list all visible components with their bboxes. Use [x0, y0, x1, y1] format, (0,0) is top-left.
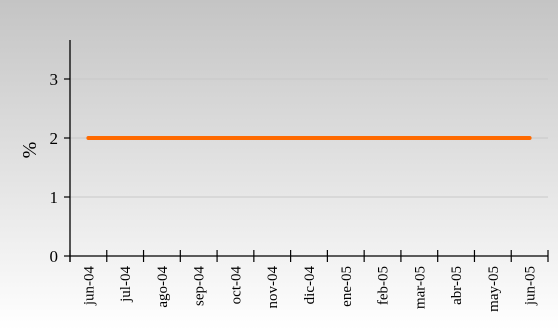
x-tick-label: jun-05	[523, 266, 539, 306]
data-point	[123, 136, 127, 140]
x-tick-label: feb-05	[376, 266, 392, 305]
data-point	[197, 136, 201, 140]
x-tick-label: oct-04	[228, 266, 244, 305]
x-tick-label: sep-04	[192, 266, 208, 306]
data-point	[380, 136, 385, 140]
y-tick-label: 2	[50, 129, 59, 148]
x-tick-label: jun-04	[81, 266, 97, 307]
data-point	[233, 136, 238, 140]
x-tick-label: ago-04	[155, 266, 171, 308]
data-point	[307, 136, 311, 140]
axes	[64, 40, 549, 262]
data-point	[86, 136, 90, 140]
x-tick-label: mar-05	[412, 266, 428, 309]
y-tick-label: 3	[50, 70, 59, 89]
y-axis-label: %	[19, 142, 41, 159]
data-point	[454, 136, 458, 140]
data-point	[491, 136, 495, 140]
data-point	[344, 136, 348, 140]
x-tick-label: abr-05	[449, 266, 465, 305]
data-point	[528, 136, 532, 140]
series-layer	[86, 136, 532, 140]
labels: 0 1 2 3 jun-04 jul-04 ago-04 sep-04 oct-04 nov-04…	[19, 70, 539, 312]
data-point	[270, 136, 274, 140]
x-tick-label: ene-05	[339, 266, 355, 307]
data-point	[417, 136, 421, 140]
x-tick-label: dic-04	[302, 266, 318, 305]
y-tick-label: 1	[50, 188, 59, 207]
x-tick-label: jul-04	[118, 266, 134, 303]
data-point	[160, 136, 164, 140]
x-tick-label: may-05	[486, 266, 502, 312]
x-tick-label: nov-04	[265, 266, 281, 309]
y-tick-label: 0	[50, 247, 59, 266]
